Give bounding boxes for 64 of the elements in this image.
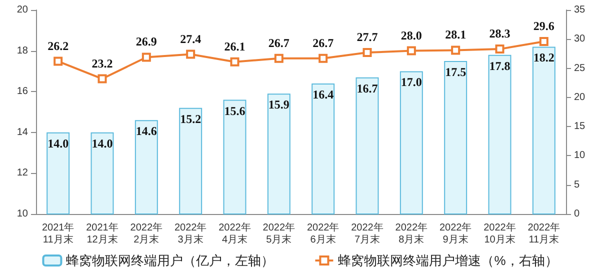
x-tick-label: 2022年 8月末: [395, 222, 428, 246]
point: [495, 44, 504, 54]
data-label: 17.5: [445, 65, 466, 79]
data-label: 17.8: [489, 58, 510, 73]
x-tick-label: 2022年 9月末: [439, 222, 472, 246]
data-label: 17.0: [400, 75, 422, 90]
data-label: 15.9: [268, 98, 290, 112]
legend-label: 蜂窝物联网终端用户增速（%，右轴）: [338, 253, 558, 268]
x-tick-label: 2022年 3月末: [174, 222, 207, 246]
data-label: 16.4: [312, 87, 334, 102]
point: [318, 54, 328, 63]
y2-tick-label: 10: [574, 150, 586, 162]
data-label: 26.2: [48, 38, 69, 53]
data-label: 14.0: [48, 136, 69, 150]
point: [451, 46, 460, 55]
legend-label: 蜂窝物联网终端用户（亿户，左轴）: [66, 253, 274, 268]
x-tick-label: 2021年 12月末: [86, 222, 118, 246]
y-tick-label: 14: [16, 126, 28, 138]
point: [406, 46, 416, 56]
data-label: 28.0: [400, 28, 422, 42]
x-tick-label: 2022年 2月末: [130, 222, 163, 246]
y-tick-label: 20: [16, 4, 28, 16]
data-label: 16.7: [356, 81, 378, 96]
x-tick-label: 2022年 4月末: [218, 222, 251, 246]
y2-tick-label: 25: [574, 62, 586, 74]
data-label: 18.2: [533, 50, 554, 65]
data-label: 26.7: [268, 36, 290, 50]
data-label: 28.3: [489, 26, 510, 41]
data-label: 26.1: [224, 39, 246, 54]
data-label: 23.2: [92, 56, 113, 70]
x-tick-label: 2022年 6月末: [306, 222, 340, 246]
x-tick-label: 2022年 11月末: [528, 222, 560, 246]
data-label: 26.7: [312, 36, 334, 50]
point: [54, 56, 63, 66]
y-tick-label: 10: [16, 208, 28, 220]
y-tick-label: 18: [16, 45, 28, 56]
data-label: 15.6: [224, 104, 246, 118]
data-label: 27.4: [180, 32, 202, 46]
y2-tick-label: 15: [574, 121, 586, 132]
x-tick-label: 2022年 5月末: [262, 222, 296, 246]
y2-tick-label: 30: [574, 34, 586, 45]
y2-tick-label: 20: [574, 92, 586, 103]
data-label: 26.9: [136, 34, 157, 49]
point: [362, 48, 372, 58]
point: [274, 54, 284, 63]
y-tick-label: 16: [16, 86, 28, 98]
data-label: 29.6: [533, 18, 554, 33]
data-label: 27.7: [356, 30, 378, 44]
y2-tick-label: 0: [574, 208, 580, 220]
y-tick-label: 12: [16, 168, 28, 179]
data-label: 14.6: [136, 124, 157, 138]
x-tick-label: 2021年 11月末: [42, 222, 74, 246]
point: [142, 52, 151, 62]
y2-tick-label: 35: [574, 4, 586, 16]
data-label: 28.1: [445, 28, 466, 42]
point: [230, 57, 240, 66]
x-tick-label: 2022年 7月末: [351, 222, 384, 246]
data-label: 14.0: [92, 136, 113, 150]
y2-tick-label: 5: [574, 179, 580, 190]
x-tick-label: 2022年 10月末: [484, 222, 516, 246]
data-label: 15.2: [180, 112, 202, 126]
point: [98, 74, 107, 84]
point: [539, 36, 548, 46]
point: [186, 50, 196, 59]
